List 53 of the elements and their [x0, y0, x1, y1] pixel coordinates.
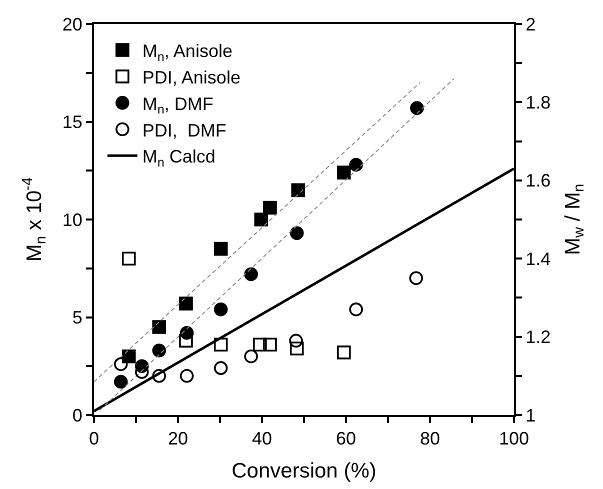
point	[337, 166, 351, 180]
point	[254, 212, 268, 226]
point	[290, 342, 304, 356]
point	[152, 369, 166, 383]
legend-label: M$_{n}$, Anisole	[142, 41, 232, 64]
point	[134, 365, 149, 379]
y-tick-label: 0	[72, 405, 82, 426]
point	[349, 302, 363, 316]
legend-label: M$_{n}$ Calcd	[142, 146, 216, 170]
point	[349, 158, 363, 172]
y2-tick-label: 2	[526, 14, 536, 34]
x-axis-title: Conversion (%)	[232, 459, 376, 482]
y2-tick-label: 1.6	[526, 170, 551, 191]
point	[214, 242, 228, 256]
y2-tick-label: 1.8	[526, 92, 551, 112]
point	[214, 302, 228, 316]
legend-label: PDI, Anisole	[142, 67, 240, 88]
point	[180, 369, 194, 383]
point	[244, 349, 258, 364]
point	[214, 361, 228, 375]
y-tick-label: 20	[62, 14, 82, 34]
y2-tick-label: 1.4	[526, 248, 551, 269]
point	[152, 344, 166, 358]
x-tick-label: 100	[498, 428, 530, 449]
x-tick-label: 80	[420, 428, 440, 449]
y2-tick-label: 1.2	[526, 327, 551, 348]
point	[152, 320, 166, 334]
legend-label: M$_{n}$, DMF	[142, 94, 214, 117]
y2-tick-label: 1	[526, 405, 536, 426]
y-tick-label: 5	[72, 308, 82, 328]
x-tick-label: 0	[88, 428, 100, 449]
point	[290, 226, 304, 240]
x-tick-label: 20	[168, 428, 188, 449]
point	[291, 183, 306, 198]
point	[337, 346, 351, 360]
point	[114, 357, 128, 372]
point	[122, 252, 136, 266]
x-tick-label: 60	[336, 428, 356, 449]
y-tick-label: 15	[62, 112, 82, 132]
point	[114, 374, 128, 389]
y-tick-label: 10	[62, 210, 82, 230]
point	[253, 338, 267, 352]
point	[214, 338, 228, 352]
point	[179, 334, 193, 348]
point	[289, 334, 303, 348]
point	[263, 338, 277, 352]
x-tick-label: 40	[252, 428, 272, 449]
point	[410, 101, 424, 115]
point	[263, 200, 277, 215]
legend-label: PDI, DMF	[142, 120, 226, 140]
point	[409, 271, 424, 286]
point	[244, 267, 258, 282]
point	[179, 296, 193, 310]
